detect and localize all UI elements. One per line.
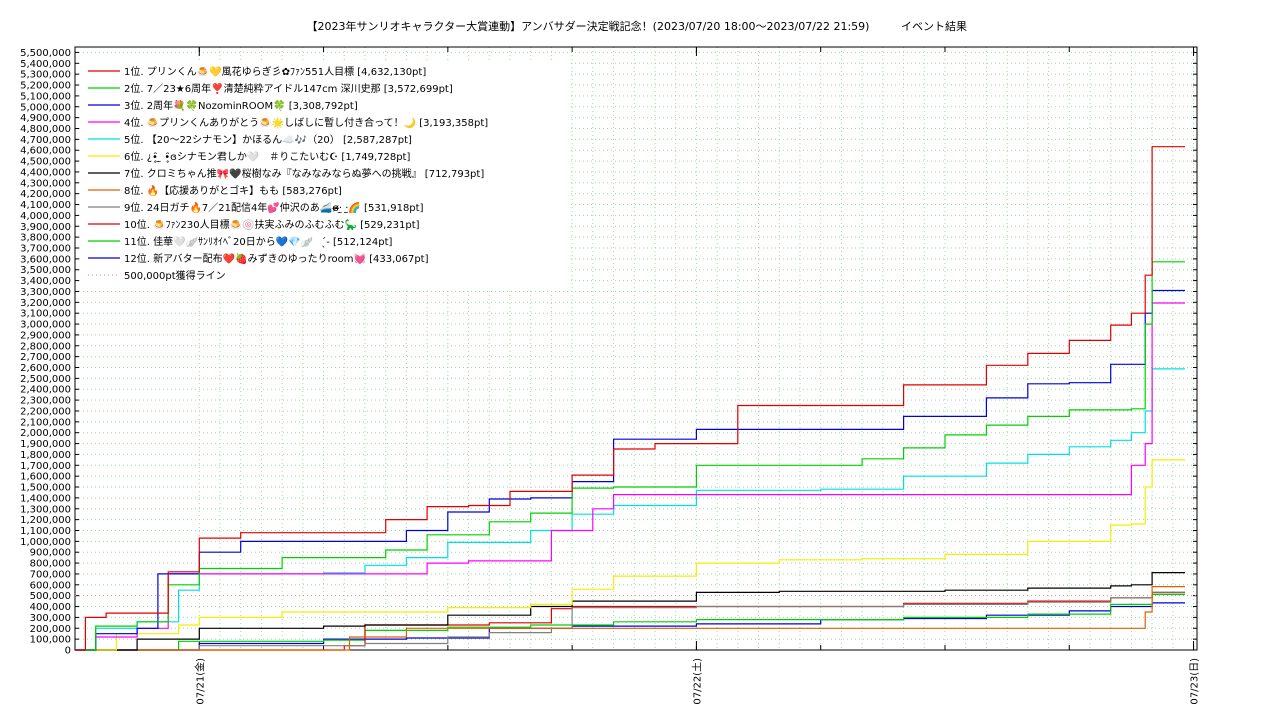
y-tick-label: 2,100,000: [20, 417, 71, 428]
y-tick-label: 5,000,000: [20, 102, 71, 113]
legend-entry: 12位. 新アバター配布❤️🍓みずきのゆったりroom💓 [433,067pt]: [124, 252, 429, 265]
plot-area: [74, 46, 1198, 651]
y-tick-label: 2,900,000: [20, 330, 71, 341]
x-tick-label: 07/21(金): [193, 658, 206, 705]
legend-entry: 10位. 🍮ﾌｧﾝ230人目標🍮🍥扶実ふみのふむふむ🦕 [529,231pt]: [124, 218, 420, 231]
legend-entry: 500,000pt獲得ライン: [124, 269, 226, 282]
series-line-4: [75, 302, 1185, 651]
y-tick-label: 4,400,000: [20, 167, 71, 178]
y-tick-label: 4,600,000: [20, 146, 71, 157]
series-line-11: [75, 593, 1185, 651]
y-tick-label: 3,100,000: [20, 309, 71, 320]
y-tick-label: 3,800,000: [20, 233, 71, 244]
y-tick-label: 5,400,000: [20, 59, 71, 70]
y-tick-label: 2,600,000: [20, 363, 71, 374]
legend: 1位. プリンくん🍮💛風花ゆらぎ彡✿ﾌｧﾝ551人目標 [4,632,130pt…: [80, 60, 568, 290]
y-tick-label: 4,800,000: [20, 124, 71, 135]
legend-box: [80, 60, 568, 290]
y-tick-label: 800,000: [30, 559, 71, 570]
y-tick-label: 200,000: [30, 624, 71, 635]
y-tick-label: 3,000,000: [20, 320, 71, 331]
legend-entry: 2位. 7／23★6周年❣️清楚純粋アイドル147cm 深川史那 [3,572,…: [124, 82, 453, 95]
y-tick-label: 3,700,000: [20, 244, 71, 255]
y-tick-label: 1,100,000: [20, 526, 71, 537]
y-tick-label: 4,500,000: [20, 157, 71, 168]
y-tick-label: 3,200,000: [20, 298, 71, 309]
y-tick-label: 3,400,000: [20, 276, 71, 287]
x-axis: 07/21(金) 07/22(土) 07/23(日): [193, 47, 1201, 705]
y-tick-label: 500,000: [30, 591, 71, 602]
y-tick-label: 2,400,000: [20, 385, 71, 396]
y-tick-label: 2,700,000: [20, 352, 71, 363]
legend-entry: 1位. プリンくん🍮💛風花ゆらぎ彡✿ﾌｧﾝ551人目標 [4,632,130pt…: [124, 65, 426, 78]
y-tick-label: 1,300,000: [20, 504, 71, 515]
chart-title: 【2023年サンリオキャラクター大賞連動】アンバサダー決定戦記念！(2023/0…: [307, 19, 870, 33]
y-tick-label: 4,900,000: [20, 113, 71, 124]
y-tick-label: 400,000: [30, 602, 71, 613]
y-tick-label: 1,400,000: [20, 493, 71, 504]
legend-entry: 11位. 佳華🤍🪽ｻﾝﾘｵｲﾍﾞ20日から💙💎🪽 ̖́- [512,124pt]: [124, 235, 393, 248]
y-tick-label: 600,000: [30, 580, 71, 591]
series-line-9: [75, 591, 1185, 651]
legend-entry: 4位. 🍮プリンくんありがとう🍮🌟しばしに暫し付き合って！🌙 [3,193,35…: [124, 116, 488, 129]
y-tick-label: 4,100,000: [20, 200, 71, 211]
legend-entry: 3位. 2周年💐🍀NozominROOM🍀 [3,308,792pt]: [124, 99, 358, 112]
y-tick-label: 3,500,000: [20, 265, 71, 276]
y-tick-label: 1,500,000: [20, 483, 71, 494]
y-tick-label: 2,300,000: [20, 396, 71, 407]
series-line-12: [75, 602, 1185, 651]
series-lines: [75, 146, 1197, 651]
y-tick-label: 4,700,000: [20, 135, 71, 146]
y-tick-label: 4,200,000: [20, 189, 71, 200]
y-tick-label: 2,000,000: [20, 428, 71, 439]
y-tick-label: 5,100,000: [20, 91, 71, 102]
y-axis: 0100,000200,000300,000400,000500,000600,…: [20, 48, 1197, 657]
legend-entry: 9位. 24日ガチ🔥7／21配信4年💕仲沢のあ🚄ɞ̴̶̷·̫ ·̫🌈 [531,…: [124, 201, 424, 214]
y-tick-label: 4,000,000: [20, 211, 71, 222]
legend-entry: 7位. クロミちゃん推🎀🖤桜樹なみ『なみなみならぬ夢への挑戦』 [712,793…: [124, 167, 484, 180]
y-tick-label: 900,000: [30, 548, 71, 559]
y-tick-label: 4,300,000: [20, 178, 71, 189]
y-tick-label: 1,900,000: [20, 439, 71, 450]
y-tick-label: 5,500,000: [20, 48, 71, 59]
y-tick-label: 1,800,000: [20, 450, 71, 461]
series-line-3: [75, 289, 1185, 651]
y-tick-label: 300,000: [30, 613, 71, 624]
series-line-7: [75, 572, 1185, 651]
series-line-1: [75, 146, 1185, 651]
y-tick-label: 2,500,000: [20, 374, 71, 385]
y-tick-label: 1,000,000: [20, 537, 71, 548]
y-tick-label: 1,600,000: [20, 472, 71, 483]
y-tick-label: 0: [65, 646, 71, 657]
y-tick-label: 2,200,000: [20, 406, 71, 417]
legend-entry: 8位. 🔥【応援ありがとゴキ】もも [583,276pt]: [124, 184, 342, 197]
x-tick-label: 07/22(土): [690, 658, 703, 705]
y-tick-label: 100,000: [30, 635, 71, 646]
y-tick-label: 3,900,000: [20, 222, 71, 233]
x-tick-label: 07/23(日): [1190, 658, 1201, 705]
y-tick-label: 3,600,000: [20, 254, 71, 265]
chart-subtitle: イベント結果: [901, 19, 967, 33]
legend-entry: 5位. 【20〜22シナモン】かほるん☁️🎶（20） [2,587,287pt]: [124, 133, 412, 146]
y-tick-label: 5,200,000: [20, 81, 71, 92]
legend-entry: 6位. ¿•̥̑ ̫ •̥̑ɞシナモン君しか🤍 ＃りこたいむ☪ [1,749,7…: [124, 150, 410, 163]
series-line-6: [75, 459, 1185, 651]
y-tick-label: 3,300,000: [20, 287, 71, 298]
y-tick-label: 1,200,000: [20, 515, 71, 526]
y-tick-label: 700,000: [30, 569, 71, 580]
y-tick-label: 5,300,000: [20, 70, 71, 81]
y-tick-label: 1,700,000: [20, 461, 71, 472]
y-tick-label: 2,800,000: [20, 341, 71, 352]
series-line-8: [75, 586, 1185, 651]
series-line-2: [75, 261, 1185, 651]
